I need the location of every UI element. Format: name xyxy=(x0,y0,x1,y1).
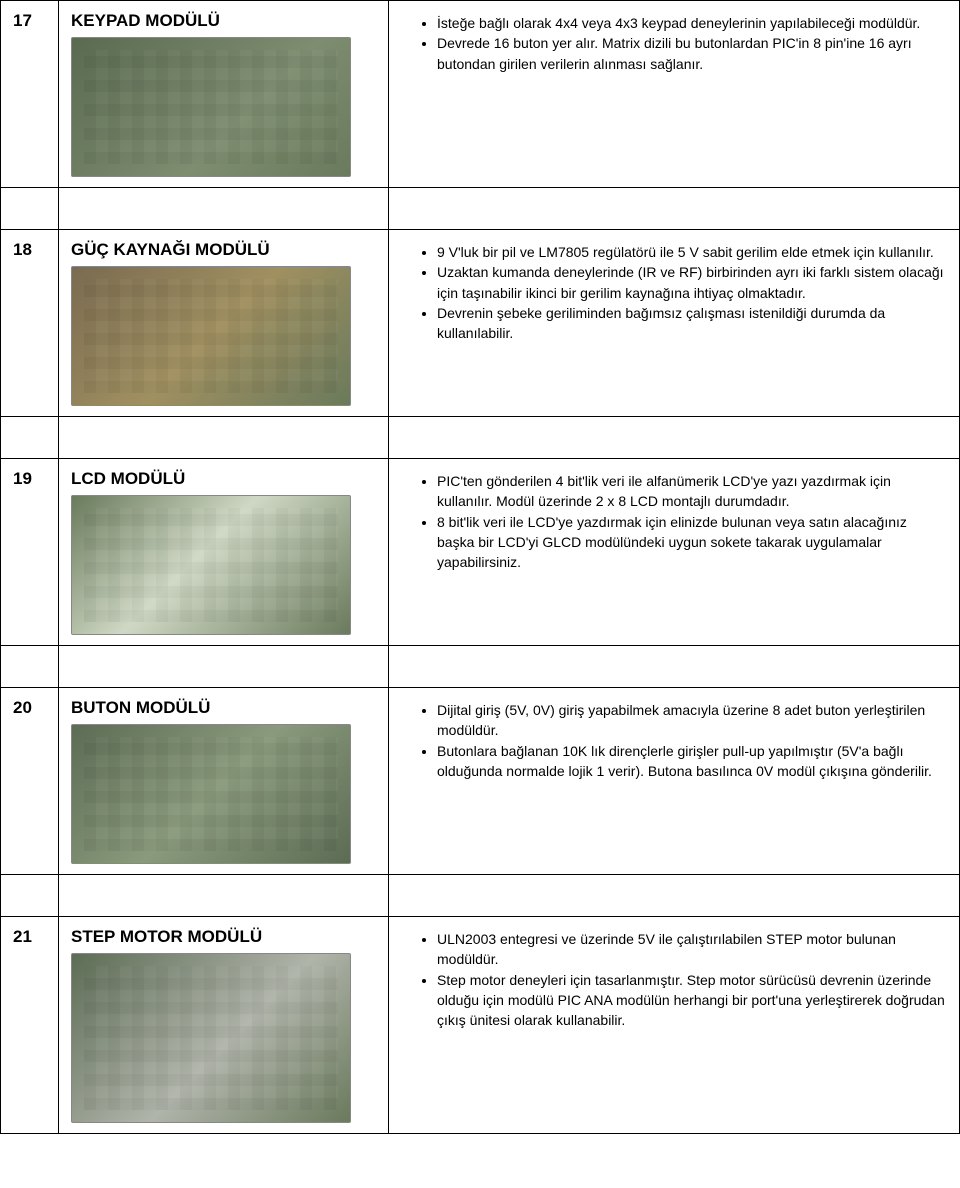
module-table: 17 KEYPAD MODÜLÜ İsteğe bağlı olarak 4x4 v… xyxy=(0,0,960,1134)
gap-cell xyxy=(1,417,59,459)
module-cell: LCD MODÜLÜ xyxy=(59,459,389,646)
gap-cell xyxy=(389,188,960,230)
description-cell: Dijital giriş (5V, 0V) giriş yapabilmek … xyxy=(389,688,960,875)
gap-row xyxy=(1,646,960,688)
gap-cell xyxy=(1,875,59,917)
row-number: 21 xyxy=(1,917,59,1134)
row-19-bullets: PIC'ten gönderilen 4 bit'lik veri ile al… xyxy=(401,471,947,572)
row-17-bullet: Devrede 16 buton yer alır. Matrix dizili… xyxy=(437,33,947,74)
row-number: 19 xyxy=(1,459,59,646)
row-19-bullet: 8 bit'lik veri ile LCD'ye yazdırmak için… xyxy=(437,512,947,573)
module-image xyxy=(71,37,351,177)
row-20-bullet: Dijital giriş (5V, 0V) giriş yapabilmek … xyxy=(437,700,947,741)
gap-cell xyxy=(59,646,389,688)
gap-cell xyxy=(389,646,960,688)
row-number: 18 xyxy=(1,230,59,417)
gap-cell xyxy=(59,417,389,459)
module-title: KEYPAD MODÜLÜ xyxy=(71,11,376,31)
row-number: 20 xyxy=(1,688,59,875)
row-17-bullet: İsteğe bağlı olarak 4x4 veya 4x3 keypad … xyxy=(437,13,947,33)
row-17-bullets: İsteğe bağlı olarak 4x4 veya 4x3 keypad … xyxy=(401,13,947,74)
gap-row xyxy=(1,417,960,459)
module-image xyxy=(71,724,351,864)
row-18-bullets: 9 V'luk bir pil ve LM7805 regülatörü ile… xyxy=(401,242,947,343)
module-title: BUTON MODÜLÜ xyxy=(71,698,376,718)
gap-cell xyxy=(59,875,389,917)
row-21-bullet: Step motor deneyleri için tasarlanmıştır… xyxy=(437,970,947,1031)
row-19-bullet: PIC'ten gönderilen 4 bit'lik veri ile al… xyxy=(437,471,947,512)
module-title: LCD MODÜLÜ xyxy=(71,469,376,489)
row-18-bullet: Devrenin şebeke geriliminden bağımsız ça… xyxy=(437,303,947,344)
row-21-bullets: ULN2003 entegresi ve üzerinde 5V ile çal… xyxy=(401,929,947,1030)
module-image xyxy=(71,266,351,406)
row-18-bullet: 9 V'luk bir pil ve LM7805 regülatörü ile… xyxy=(437,242,947,262)
description-cell: PIC'ten gönderilen 4 bit'lik veri ile al… xyxy=(389,459,960,646)
table-row: 19 LCD MODÜLÜ PIC'ten gönderilen 4 bit'lik… xyxy=(1,459,960,646)
gap-cell xyxy=(1,188,59,230)
row-21-bullet: ULN2003 entegresi ve üzerinde 5V ile çal… xyxy=(437,929,947,970)
gap-row xyxy=(1,875,960,917)
module-cell: GÜÇ KAYNAĞI MODÜLÜ xyxy=(59,230,389,417)
row-20-bullet: Butonlara bağlanan 10K lık dirençlerle g… xyxy=(437,741,947,782)
module-cell: BUTON MODÜLÜ xyxy=(59,688,389,875)
table-row: 21 STEP MOTOR MODÜLÜ ULN2003 entegresi ve … xyxy=(1,917,960,1134)
table-row: 17 KEYPAD MODÜLÜ İsteğe bağlı olarak 4x4 v… xyxy=(1,1,960,188)
description-cell: ULN2003 entegresi ve üzerinde 5V ile çal… xyxy=(389,917,960,1134)
gap-cell xyxy=(389,417,960,459)
row-18-bullet: Uzaktan kumanda deneylerinde (IR ve RF) … xyxy=(437,262,947,303)
module-image xyxy=(71,495,351,635)
gap-cell xyxy=(1,646,59,688)
module-title: STEP MOTOR MODÜLÜ xyxy=(71,927,376,947)
description-cell: İsteğe bağlı olarak 4x4 veya 4x3 keypad … xyxy=(389,1,960,188)
table-row: 20 BUTON MODÜLÜ Dijital giriş (5V, 0V) gir… xyxy=(1,688,960,875)
table-row: 18 GÜÇ KAYNAĞI MODÜLÜ 9 V'luk bir pil ve … xyxy=(1,230,960,417)
gap-row xyxy=(1,188,960,230)
row-number: 17 xyxy=(1,1,59,188)
module-cell: KEYPAD MODÜLÜ xyxy=(59,1,389,188)
row-20-bullets: Dijital giriş (5V, 0V) giriş yapabilmek … xyxy=(401,700,947,781)
gap-cell xyxy=(389,875,960,917)
module-title: GÜÇ KAYNAĞI MODÜLÜ xyxy=(71,240,376,260)
description-cell: 9 V'luk bir pil ve LM7805 regülatörü ile… xyxy=(389,230,960,417)
module-cell: STEP MOTOR MODÜLÜ xyxy=(59,917,389,1134)
gap-cell xyxy=(59,188,389,230)
module-image xyxy=(71,953,351,1123)
